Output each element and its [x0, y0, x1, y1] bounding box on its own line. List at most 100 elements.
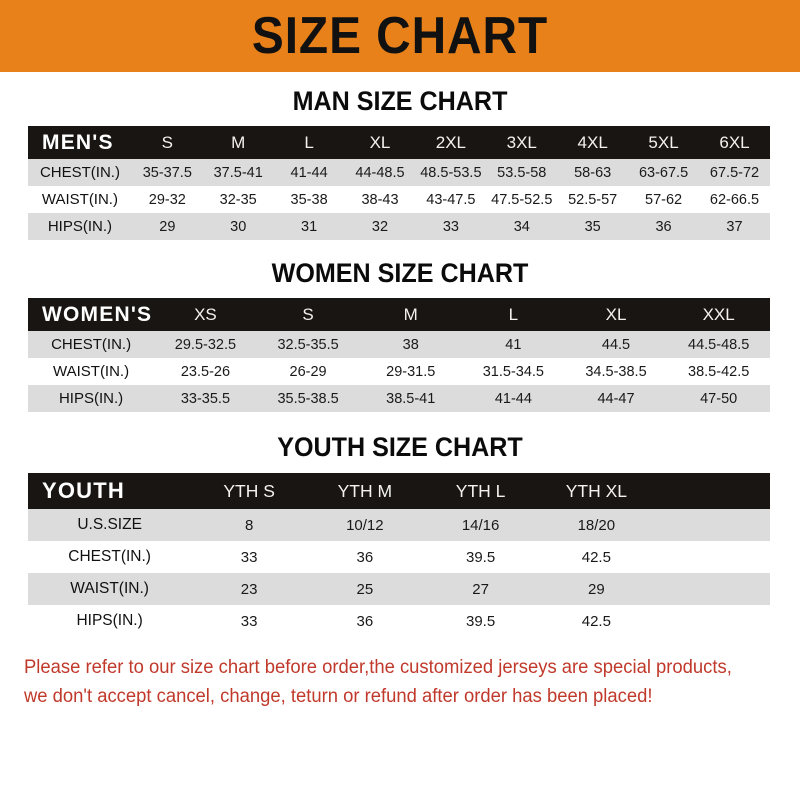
man-cell: 29: [159, 218, 176, 235]
table-row: CHEST(IN.) 29.5-32.5 32.5-35.5 38 41 44.5 44.5…: [28, 331, 770, 358]
man-row-label: CHEST(IN.): [39, 164, 120, 181]
women-cell: 38.5-42.5: [688, 363, 750, 380]
man-cell: 30: [230, 218, 247, 235]
youth-cell: 25: [356, 580, 374, 598]
man-cell: 36: [655, 218, 672, 235]
youth-cell: 8: [244, 516, 254, 534]
women-cell: 47-50: [700, 390, 738, 407]
youth-cell: [654, 509, 770, 541]
youth-cell: 18/20: [577, 516, 616, 534]
youth-row-label: CHEST(IN.): [68, 548, 151, 565]
table-row: WAIST(IN.) 23 25 27 29: [28, 573, 770, 605]
youth-table-wrap: YOUTH YTH S YTH M YTH L YTH XL U.S.SIZE 8 10/12…: [28, 473, 770, 637]
man-cell: 48.5-53.5: [420, 164, 482, 181]
man-header-row: MEN'S S M L XL 2XL 3XL 4XL 5XL 6XL: [28, 126, 770, 159]
man-cell: 38-43: [361, 191, 399, 208]
youth-cell: 42.5: [581, 612, 611, 630]
man-cell: 44-48.5: [355, 164, 405, 181]
youth-cell: 39.5: [466, 612, 496, 630]
women-table-wrap: WOMEN'S XS S M L XL XXL CHEST(IN.) 29.5-32.5 32.5…: [28, 298, 770, 412]
youth-size-header: [654, 473, 770, 509]
women-size-header: M: [403, 304, 418, 324]
women-size-header: XXL: [702, 304, 735, 324]
man-size-table: MEN'S S M L XL 2XL 3XL 4XL 5XL 6XL CHEST(IN.) 35-37…: [28, 126, 770, 240]
youth-row-label: WAIST(IN.): [70, 580, 149, 597]
man-cell: 62-66.5: [709, 191, 760, 208]
man-table-wrap: MEN'S S M L XL 2XL 3XL 4XL 5XL 6XL CHEST(IN.) 35-37…: [28, 126, 770, 240]
women-cell: 29.5-32.5: [174, 336, 237, 353]
table-row: U.S.SIZE 8 10/12 14/16 18/20: [28, 509, 770, 541]
youth-header-row: YOUTH YTH S YTH M YTH L YTH XL: [28, 473, 770, 509]
women-size-header: XS: [194, 304, 217, 324]
table-row: HIPS(IN.) 29 30 31 32 33 34 35 36 37: [28, 213, 770, 240]
man-cell: 53.5-58: [497, 164, 547, 181]
man-header-label: MEN'S: [42, 130, 114, 154]
women-size-header: S: [302, 304, 314, 324]
women-cell: 44.5-48.5: [688, 336, 750, 353]
women-cell: 34.5-38.5: [585, 363, 647, 380]
man-cell: 35-37.5: [142, 164, 192, 181]
youth-cell: [654, 573, 770, 605]
man-cell: 41-44: [290, 164, 328, 181]
page-banner: SIZE CHART: [0, 0, 800, 72]
man-cell: 34: [513, 218, 530, 235]
youth-cell: 10/12: [346, 516, 384, 534]
table-row: CHEST(IN.) 35-37.5 37.5-41 41-44 44-48.5 48.5…: [28, 159, 770, 186]
women-row-label: WAIST(IN.): [53, 363, 130, 380]
youth-section-title: YOUTH SIZE CHART: [277, 432, 523, 462]
table-row: WAIST(IN.) 29-32 32-35 35-38 38-43 43-47.5 47.…: [28, 186, 770, 213]
man-cell: 43-47.5: [426, 191, 476, 208]
women-cell: 44-47: [597, 390, 635, 407]
youth-cell: [654, 605, 770, 637]
man-cell: 47.5-52.5: [491, 191, 553, 208]
disclaimer-line-2: we don't accept cancel, change, teturn o…: [24, 686, 653, 707]
youth-header-label: YOUTH: [42, 478, 125, 503]
women-cell: 26-29: [289, 363, 327, 380]
man-cell: 63-67.5: [638, 164, 689, 181]
youth-cell: 23: [240, 580, 258, 598]
women-size-header: XL: [605, 304, 627, 324]
youth-cell: [654, 541, 770, 573]
man-size-header: 5XL: [648, 132, 679, 152]
man-cell: 52.5-57: [568, 191, 618, 208]
women-header-row: WOMEN'S XS S M L XL XXL: [28, 298, 770, 331]
table-row: CHEST(IN.) 33 36 39.5 42.5: [28, 541, 770, 573]
man-cell: 35: [584, 218, 601, 235]
man-row-label: WAIST(IN.): [41, 191, 118, 208]
youth-row-label: HIPS(IN.): [76, 612, 143, 629]
women-cell: 23.5-26: [180, 363, 231, 380]
women-cell: 38.5-41: [386, 390, 436, 407]
man-size-header: 6XL: [719, 132, 750, 152]
women-row-label: HIPS(IN.): [58, 390, 124, 407]
disclaimer-line-1: Please refer to our size chart before or…: [24, 657, 732, 678]
man-size-header: 3XL: [506, 132, 537, 152]
youth-cell: 39.5: [466, 548, 496, 566]
women-cell: 33-35.5: [180, 390, 231, 407]
women-cell: 41: [505, 336, 522, 353]
youth-cell: 14/16: [461, 516, 500, 534]
youth-row-label: U.S.SIZE: [77, 516, 142, 533]
women-cell: 29-31.5: [386, 363, 436, 380]
women-section-title: WOMEN SIZE CHART: [271, 258, 529, 288]
man-cell: 32: [371, 218, 389, 235]
man-cell: 57-62: [645, 191, 683, 208]
man-size-header: XL: [369, 132, 391, 152]
youth-cell: 36: [356, 548, 374, 566]
man-cell: 37: [726, 218, 743, 235]
women-cell: 32.5-35.5: [277, 336, 339, 353]
man-row-label: HIPS(IN.): [47, 218, 113, 235]
table-row: WAIST(IN.) 23.5-26 26-29 29-31.5 31.5-34.5 34…: [28, 358, 770, 385]
youth-size-header: YTH L: [455, 480, 506, 501]
man-size-header: M: [231, 132, 246, 152]
youth-cell: 33: [240, 612, 258, 630]
man-cell: 35-38: [290, 191, 328, 208]
man-size-header: S: [161, 132, 173, 152]
women-cell: 35.5-38.5: [277, 390, 339, 407]
man-section-title: MAN SIZE CHART: [292, 86, 508, 116]
man-size-header: 4XL: [577, 132, 608, 152]
page-title: SIZE CHART: [251, 7, 549, 65]
man-size-header: 2XL: [435, 132, 466, 152]
youth-cell: 36: [356, 612, 374, 630]
youth-cell: 27: [472, 580, 489, 598]
youth-size-header: YTH S: [223, 480, 275, 501]
